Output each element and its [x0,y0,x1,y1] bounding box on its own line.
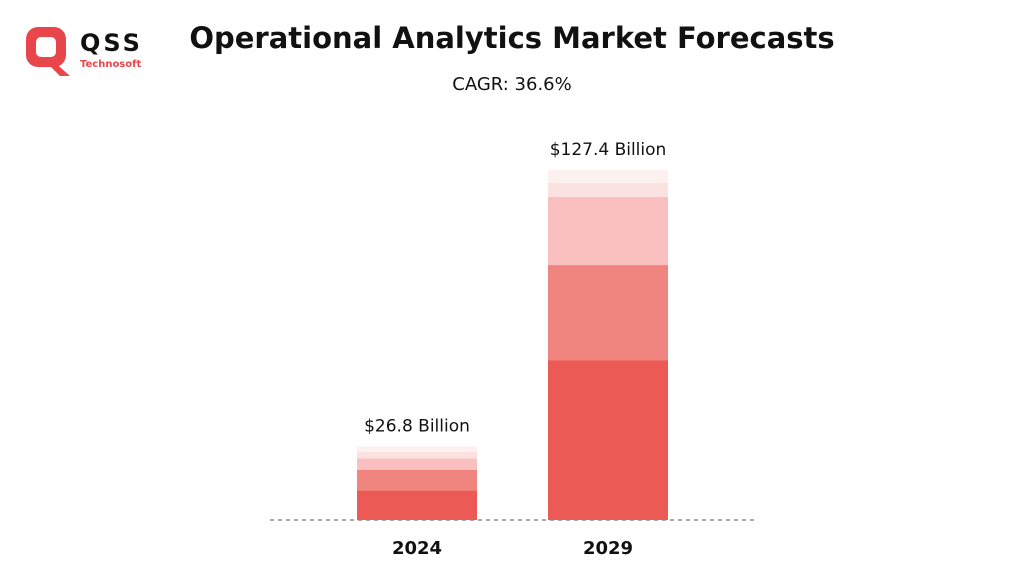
logo-tagline: Technosoft [80,59,141,70]
bar-segment [548,265,668,361]
bar-segment [357,451,477,459]
bar-segment [548,170,668,183]
bar-segment [548,182,668,197]
bar-segment [548,196,668,266]
logo-name: QSS [80,29,143,57]
bar-segment [357,458,477,470]
bar-segment [357,490,477,520]
x-tick-label: 2029 [583,538,633,559]
bar-segment [548,360,668,520]
x-tick-label: 2024 [392,538,442,559]
logo-icon-hole [36,37,56,57]
chart-subtitle: CAGR: 36.6% [452,74,571,95]
total-label: $26.8 Billion [364,416,470,436]
logo-icon-tail [46,60,70,76]
logo: QSS Technosoft [26,27,143,76]
bar-segment [357,469,477,491]
chart-title: Operational Analytics Market Forecasts [189,21,834,55]
total-label: $127.4 Billion [550,140,667,160]
bar-segment [357,446,477,452]
